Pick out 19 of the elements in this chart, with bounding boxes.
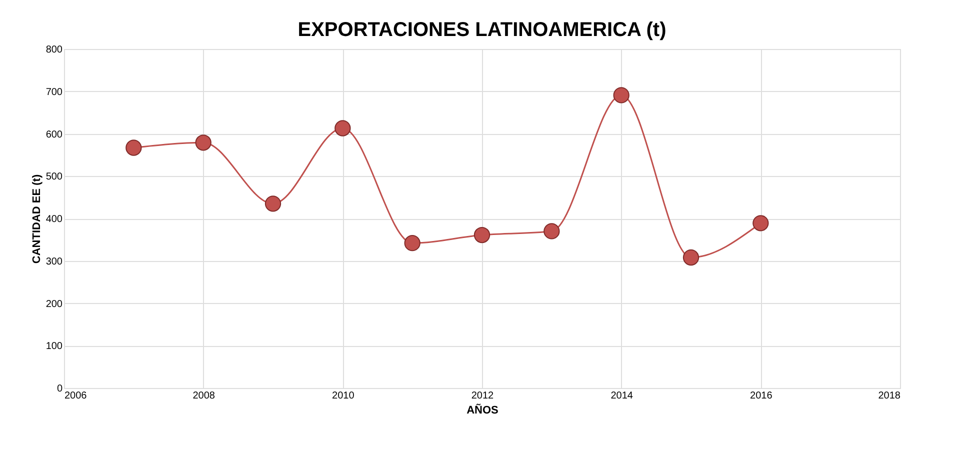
x-tick-label: 2010 <box>332 390 355 402</box>
x-tick-label: 2006 <box>64 390 88 402</box>
x-axis-title: AÑOS <box>466 404 498 416</box>
y-tick-label: 0 <box>56 384 63 394</box>
y-axis-title: CANTIDAD EE (t) <box>30 174 43 264</box>
y-tick-label: 300 <box>46 256 63 268</box>
y-tick-label: 600 <box>46 129 63 140</box>
y-tick-label: 200 <box>46 298 63 310</box>
y-tick-label: 400 <box>46 214 63 225</box>
x-tick-label: 2012 <box>471 390 494 402</box>
x-tick-label: 2014 <box>610 390 634 402</box>
x-tick-label: 2008 <box>192 390 216 402</box>
y-tick-label: 100 <box>46 341 63 352</box>
y-tick-label: 500 <box>46 172 63 183</box>
chart-title: EXPORTACIONES LATINOAMERICA (t) <box>298 19 666 41</box>
x-tick-label: 2018 <box>878 390 901 402</box>
x-tick-label: 2016 <box>750 390 773 402</box>
y-tick-label: 700 <box>46 86 63 98</box>
y-tick-label: 800 <box>46 44 63 56</box>
